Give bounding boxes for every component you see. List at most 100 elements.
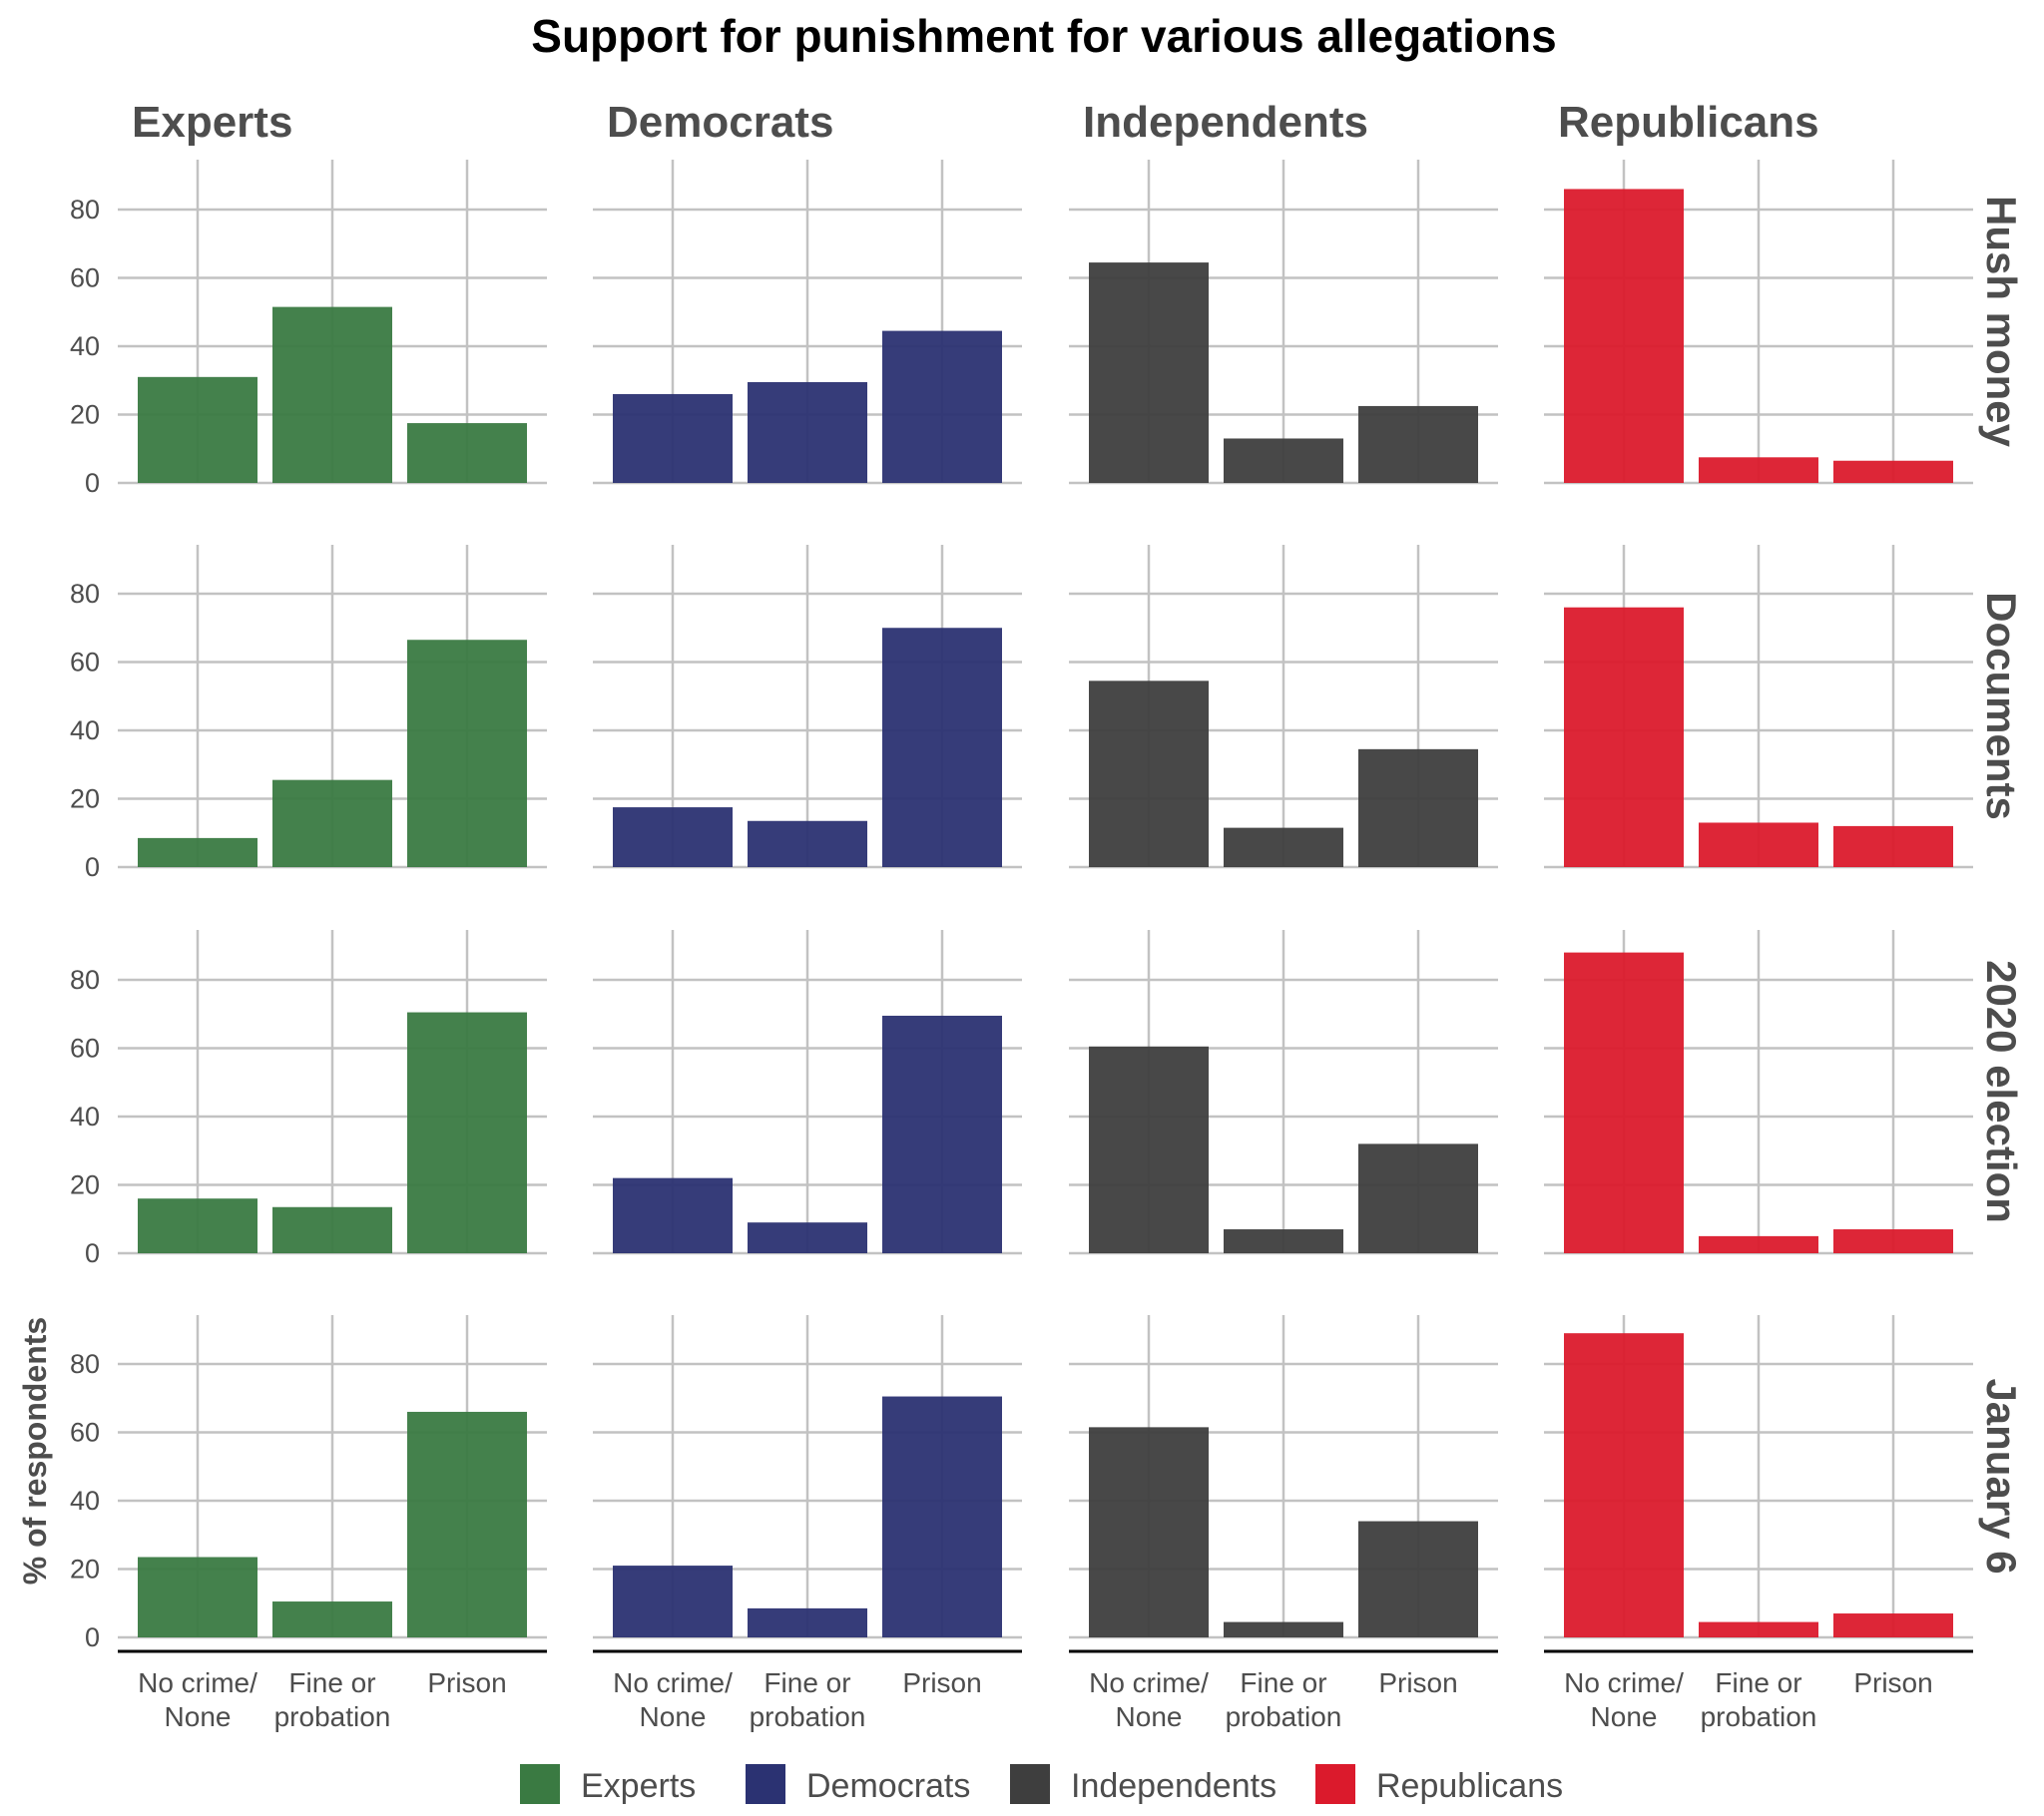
row-label-documents: Documents <box>1978 592 2025 820</box>
bar-independents-2020-election-1 <box>1089 1046 1209 1253</box>
bar-republicans-january-6-2 <box>1699 1621 1818 1637</box>
x-tick-label: probation <box>1226 1701 1342 1732</box>
y-tick-label: 40 <box>70 715 100 745</box>
bar-independents-hush-money-3 <box>1358 405 1478 483</box>
bar-experts-january-6-1 <box>138 1557 257 1637</box>
y-tick-label: 40 <box>70 1486 100 1516</box>
y-tick-label: 0 <box>85 1622 100 1652</box>
column-label-independents: Independents <box>1083 98 1368 147</box>
x-tick-label: Fine or <box>764 1667 850 1698</box>
bar-experts-documents-2 <box>272 779 392 867</box>
bar-democrats-documents-2 <box>748 820 867 867</box>
bar-republicans-documents-2 <box>1699 822 1818 867</box>
x-tick-label: Fine or <box>1715 1667 1801 1698</box>
x-tick-label: Prison <box>427 1667 506 1698</box>
legend-swatch-democrats <box>746 1764 785 1804</box>
bar-democrats-documents-1 <box>613 807 733 867</box>
bar-independents-documents-2 <box>1224 827 1343 867</box>
legend-label-democrats: Democrats <box>806 1767 970 1805</box>
x-tick-label: No crime/ <box>1089 1667 1209 1698</box>
bar-democrats-2020-election-3 <box>882 1015 1002 1253</box>
x-tick-label: None <box>640 1701 707 1732</box>
bar-democrats-hush-money-3 <box>882 330 1002 483</box>
bar-republicans-hush-money-3 <box>1833 460 1953 483</box>
y-tick-label: 60 <box>70 1418 100 1448</box>
column-label-experts: Experts <box>132 98 292 147</box>
x-tick-label: probation <box>750 1701 866 1732</box>
x-tick-label: Fine or <box>1240 1667 1326 1698</box>
bar-democrats-2020-election-1 <box>613 1177 733 1253</box>
row-label-hush-money: Hush money <box>1978 196 2025 448</box>
bar-independents-2020-election-3 <box>1358 1143 1478 1253</box>
y-tick-label: 80 <box>70 1349 100 1379</box>
y-axis-label: % of respondents <box>17 1317 53 1585</box>
y-tick-label: 20 <box>70 1170 100 1200</box>
bar-democrats-documents-3 <box>882 628 1002 867</box>
legend-swatch-republicans <box>1315 1764 1355 1804</box>
y-tick-label: 80 <box>70 195 100 225</box>
x-tick-label: No crime/ <box>1564 1667 1684 1698</box>
y-tick-label: 0 <box>85 1238 100 1268</box>
x-tick-label: No crime/ <box>613 1667 733 1698</box>
x-tick-label: probation <box>274 1701 391 1732</box>
chart-title: Support for punishment for various alleg… <box>531 10 1556 62</box>
bar-democrats-january-6-1 <box>613 1566 733 1637</box>
bar-republicans-january-6-1 <box>1564 1333 1684 1637</box>
y-tick-label: 80 <box>70 579 100 609</box>
bar-experts-january-6-3 <box>407 1411 527 1637</box>
x-tick-label: Prison <box>902 1667 981 1698</box>
bar-democrats-hush-money-2 <box>748 381 867 483</box>
y-tick-label: 0 <box>85 852 100 882</box>
bar-independents-documents-3 <box>1358 748 1478 867</box>
bar-republicans-2020-election-3 <box>1833 1229 1953 1253</box>
bar-republicans-documents-1 <box>1564 607 1684 867</box>
legend: Experts Democrats Independents Republicans <box>520 1764 1563 1805</box>
bar-republicans-2020-election-1 <box>1564 952 1684 1253</box>
legend-swatch-independents <box>1010 1764 1050 1804</box>
bar-independents-hush-money-1 <box>1089 262 1209 483</box>
x-tick-label: None <box>1591 1701 1658 1732</box>
bar-democrats-january-6-2 <box>748 1607 867 1637</box>
x-tick-label: None <box>165 1701 232 1732</box>
bar-experts-documents-3 <box>407 640 527 867</box>
x-tick-label: No crime/ <box>138 1667 257 1698</box>
bar-democrats-2020-election-2 <box>748 1222 867 1253</box>
y-tick-label: 40 <box>70 1102 100 1132</box>
bar-democrats-january-6-3 <box>882 1396 1002 1637</box>
bar-experts-january-6-2 <box>272 1601 392 1637</box>
bar-independents-documents-1 <box>1089 681 1209 867</box>
row-label-2020-election: 2020 election <box>1978 960 2025 1223</box>
bar-republicans-hush-money-1 <box>1564 189 1684 483</box>
x-tick-label: Prison <box>1378 1667 1457 1698</box>
bar-republicans-january-6-3 <box>1833 1613 1953 1637</box>
bar-experts-hush-money-3 <box>407 423 527 483</box>
bar-republicans-hush-money-2 <box>1699 457 1818 483</box>
bar-experts-hush-money-1 <box>138 376 257 483</box>
bar-experts-hush-money-2 <box>272 306 392 483</box>
bar-independents-january-6-2 <box>1224 1621 1343 1637</box>
bar-republicans-documents-3 <box>1833 825 1953 867</box>
y-tick-label: 60 <box>70 1034 100 1064</box>
y-tick-label: 40 <box>70 331 100 361</box>
column-label-republicans: Republicans <box>1558 98 1819 147</box>
bar-republicans-2020-election-2 <box>1699 1235 1818 1253</box>
x-tick-label: Prison <box>1853 1667 1932 1698</box>
bar-independents-2020-election-2 <box>1224 1229 1343 1253</box>
legend-label-independents: Independents <box>1071 1767 1277 1805</box>
y-tick-label: 60 <box>70 648 100 678</box>
legend-label-experts: Experts <box>581 1767 696 1805</box>
bar-democrats-hush-money-1 <box>613 393 733 483</box>
labels: 0 20 40 60 80 Hush money 0 20 40 60 80 Documents 0 20… <box>70 98 2025 1732</box>
x-tick-label: None <box>1116 1701 1183 1732</box>
column-label-democrats: Democrats <box>607 98 833 147</box>
legend-label-republicans: Republicans <box>1376 1767 1563 1805</box>
bar-experts-2020-election-1 <box>138 1198 257 1253</box>
x-tick-label: Fine or <box>288 1667 375 1698</box>
bar-independents-hush-money-2 <box>1224 438 1343 483</box>
bar-experts-2020-election-3 <box>407 1012 527 1253</box>
bar-independents-january-6-3 <box>1358 1521 1478 1637</box>
y-tick-label: 20 <box>70 400 100 430</box>
gridlines <box>118 160 1973 1653</box>
y-tick-label: 80 <box>70 965 100 995</box>
